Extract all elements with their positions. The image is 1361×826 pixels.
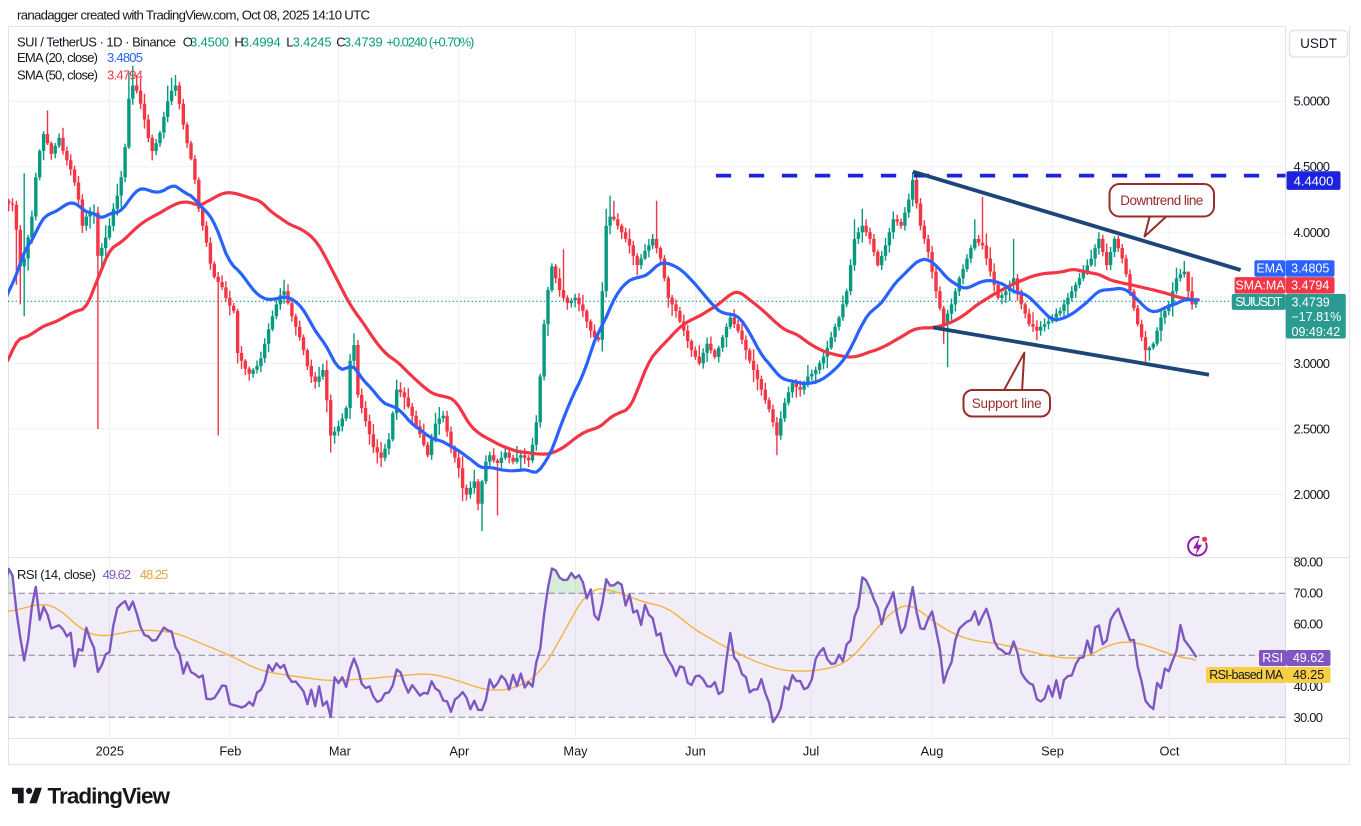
svg-text:Sep: Sep — [1041, 744, 1064, 759]
svg-text:SUI / TetherUS · 1D · Binance: SUI / TetherUS · 1D · Binance — [17, 34, 176, 49]
svg-text:48.25: 48.25 — [140, 567, 169, 582]
svg-text:5.0000: 5.0000 — [1294, 94, 1331, 109]
svg-text:3.4739: 3.4739 — [1292, 295, 1330, 309]
svg-text:70.00: 70.00 — [1294, 586, 1324, 601]
svg-text:H: H — [234, 34, 243, 49]
svg-text:O: O — [183, 34, 193, 49]
svg-text:USDT: USDT — [1300, 36, 1337, 51]
svg-text:3.4739: 3.4739 — [344, 34, 383, 49]
svg-text:Support line: Support line — [972, 396, 1042, 411]
svg-text:2.0000: 2.0000 — [1294, 487, 1331, 502]
svg-text:SMA (50, close): SMA (50, close) — [17, 68, 98, 83]
svg-text:RSI: RSI — [1262, 651, 1283, 665]
svg-text:L: L — [286, 34, 293, 49]
svg-text:Jun: Jun — [685, 744, 706, 759]
svg-text:EMA (20, close): EMA (20, close) — [17, 50, 98, 65]
svg-text:3.4794: 3.4794 — [1291, 279, 1329, 293]
svg-text:80.00: 80.00 — [1294, 555, 1324, 570]
svg-text:3.4245: 3.4245 — [293, 34, 332, 49]
svg-text:30.00: 30.00 — [1294, 710, 1324, 725]
svg-text:ranadagger created with Tradin: ranadagger created with TradingView.com,… — [17, 8, 370, 23]
svg-text:C: C — [336, 34, 345, 49]
svg-text:EMA: EMA — [1256, 262, 1284, 276]
svg-text:Mar: Mar — [329, 744, 352, 759]
svg-text:49.62: 49.62 — [1293, 651, 1324, 665]
svg-text:SUIUSDT: SUIUSDT — [1235, 295, 1282, 309]
svg-text:3.0000: 3.0000 — [1294, 356, 1331, 371]
svg-text:+0.0240 (+0.70%): +0.0240 (+0.70%) — [386, 34, 474, 49]
svg-text:3.4500: 3.4500 — [190, 34, 229, 49]
svg-text:TradingView: TradingView — [48, 784, 171, 809]
svg-text:4.0000: 4.0000 — [1294, 225, 1331, 240]
svg-text:49.62: 49.62 — [103, 567, 132, 582]
svg-text:SMA:MA: SMA:MA — [1235, 279, 1285, 293]
svg-text:3.4794: 3.4794 — [107, 68, 143, 83]
svg-text:Oct: Oct — [1160, 744, 1180, 759]
svg-text:Aug: Aug — [921, 744, 944, 759]
svg-text:May: May — [563, 744, 588, 759]
svg-text:09:49:42: 09:49:42 — [1292, 325, 1341, 339]
svg-text:3.4994: 3.4994 — [242, 34, 281, 49]
svg-text:Apr: Apr — [449, 744, 470, 759]
svg-text:2025: 2025 — [96, 744, 124, 759]
svg-text:RSI (14, close): RSI (14, close) — [17, 567, 96, 582]
svg-text:48.25: 48.25 — [1293, 668, 1324, 682]
svg-text:−17.81%: −17.81% — [1292, 310, 1342, 324]
svg-text:Jul: Jul — [803, 744, 819, 759]
svg-text:4.4400: 4.4400 — [1294, 173, 1334, 188]
svg-text:60.00: 60.00 — [1294, 617, 1324, 632]
svg-text:RSI-based MA: RSI-based MA — [1209, 668, 1284, 682]
svg-text:4.5000: 4.5000 — [1294, 159, 1331, 174]
svg-text:Downtrend line: Downtrend line — [1120, 193, 1203, 208]
svg-text:Feb: Feb — [219, 744, 241, 759]
svg-text:2.5000: 2.5000 — [1294, 421, 1331, 436]
svg-text:3.4805: 3.4805 — [107, 50, 143, 65]
svg-text:3.4805: 3.4805 — [1291, 262, 1329, 276]
